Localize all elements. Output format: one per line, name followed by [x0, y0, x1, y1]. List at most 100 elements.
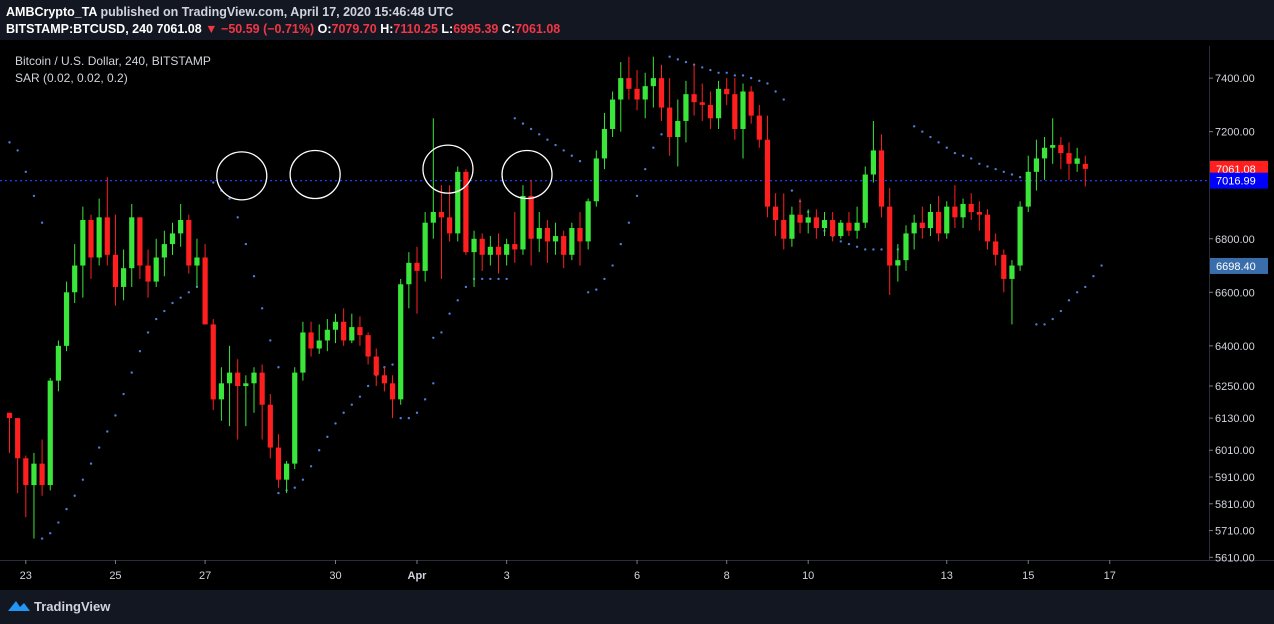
candle[interactable]: [1025, 155, 1031, 212]
candle[interactable]: [634, 70, 640, 111]
candle[interactable]: [292, 367, 298, 469]
candle[interactable]: [121, 249, 127, 301]
candle[interactable]: [178, 203, 184, 247]
candle[interactable]: [789, 206, 795, 247]
candle[interactable]: [642, 72, 648, 119]
candle[interactable]: [561, 230, 567, 269]
candle[interactable]: [593, 150, 599, 207]
candle[interactable]: [512, 211, 518, 263]
candle[interactable]: [895, 244, 901, 282]
chart-area[interactable]: 5610.00 5710.00 5810.00 5910.00 6010.00 6130.…: [0, 40, 1274, 624]
candle[interactable]: [381, 367, 387, 392]
candle[interactable]: [495, 233, 502, 274]
candle[interactable]: [300, 321, 306, 381]
candle[interactable]: [1058, 137, 1064, 170]
candle[interactable]: [781, 193, 787, 250]
candle[interactable]: [927, 203, 934, 237]
candle[interactable]: [96, 198, 102, 266]
candle[interactable]: [569, 222, 575, 261]
candle[interactable]: [878, 134, 885, 218]
candle[interactable]: [1001, 249, 1007, 293]
candle[interactable]: [357, 316, 363, 346]
candle[interactable]: [618, 62, 624, 132]
candle[interactable]: [349, 313, 355, 344]
candle[interactable]: [235, 359, 241, 440]
candle[interactable]: [813, 209, 819, 239]
candle[interactable]: [699, 83, 705, 121]
candle[interactable]: [773, 193, 779, 237]
candle[interactable]: [732, 78, 738, 140]
candle[interactable]: [55, 340, 61, 392]
candle[interactable]: [39, 439, 45, 496]
candle[interactable]: [275, 434, 282, 488]
annotation-circle[interactable]: [422, 144, 474, 194]
candle[interactable]: [218, 367, 224, 421]
candle[interactable]: [63, 281, 70, 352]
candle[interactable]: [764, 115, 771, 218]
candle[interactable]: [993, 233, 999, 266]
candle[interactable]: [447, 185, 453, 242]
candle[interactable]: [610, 91, 616, 138]
candle[interactable]: [316, 324, 322, 354]
candle[interactable]: [186, 214, 192, 274]
candle[interactable]: [626, 56, 632, 100]
candle[interactable]: [854, 206, 860, 239]
candle[interactable]: [658, 64, 665, 121]
candle[interactable]: [308, 321, 314, 357]
candle[interactable]: [430, 118, 436, 239]
candle[interactable]: [577, 211, 583, 266]
candle[interactable]: [194, 238, 200, 287]
candle[interactable]: [667, 78, 673, 156]
annotation-circle[interactable]: [501, 149, 553, 200]
candle[interactable]: [471, 230, 477, 287]
candle[interactable]: [210, 319, 216, 411]
candle[interactable]: [15, 418, 21, 494]
candle[interactable]: [740, 83, 746, 159]
candle[interactable]: [952, 185, 958, 229]
candle[interactable]: [153, 238, 159, 287]
candle[interactable]: [756, 104, 762, 148]
annotation-circle[interactable]: [289, 149, 341, 200]
candle[interactable]: [438, 185, 445, 279]
candle[interactable]: [389, 375, 396, 419]
candle[interactable]: [80, 206, 86, 298]
candle[interactable]: [487, 236, 493, 266]
candle[interactable]: [251, 367, 257, 413]
candle[interactable]: [202, 244, 208, 325]
candle[interactable]: [944, 201, 950, 239]
candle[interactable]: [259, 364, 265, 440]
candle[interactable]: [31, 452, 37, 539]
candle[interactable]: [104, 177, 110, 266]
candle[interactable]: [675, 99, 681, 167]
candle[interactable]: [324, 319, 330, 352]
candle[interactable]: [341, 308, 347, 346]
candle[interactable]: [903, 225, 909, 271]
candle[interactable]: [1033, 139, 1039, 191]
candle[interactable]: [373, 348, 379, 386]
candle[interactable]: [422, 211, 428, 282]
candle[interactable]: [838, 220, 844, 239]
candle[interactable]: [479, 233, 485, 271]
candle[interactable]: [650, 56, 656, 108]
candle[interactable]: [585, 198, 591, 250]
candle[interactable]: [169, 222, 176, 255]
candle[interactable]: [226, 345, 233, 427]
candle[interactable]: [112, 214, 119, 306]
candle[interactable]: [536, 211, 542, 253]
candle[interactable]: [601, 112, 608, 170]
candle[interactable]: [1074, 147, 1080, 172]
candle[interactable]: [463, 169, 469, 255]
candle[interactable]: [707, 91, 713, 129]
candle[interactable]: [968, 193, 974, 221]
candle[interactable]: [528, 179, 534, 266]
candle[interactable]: [88, 214, 94, 279]
candle[interactable]: [1066, 142, 1072, 180]
candle[interactable]: [870, 120, 876, 183]
candle[interactable]: [984, 209, 991, 250]
candle[interactable]: [520, 185, 526, 255]
candle[interactable]: [919, 206, 925, 239]
candle[interactable]: [406, 252, 412, 309]
candle[interactable]: [161, 230, 167, 277]
author-name[interactable]: AMBCrypto_TA: [6, 5, 97, 19]
candle[interactable]: [846, 211, 852, 237]
